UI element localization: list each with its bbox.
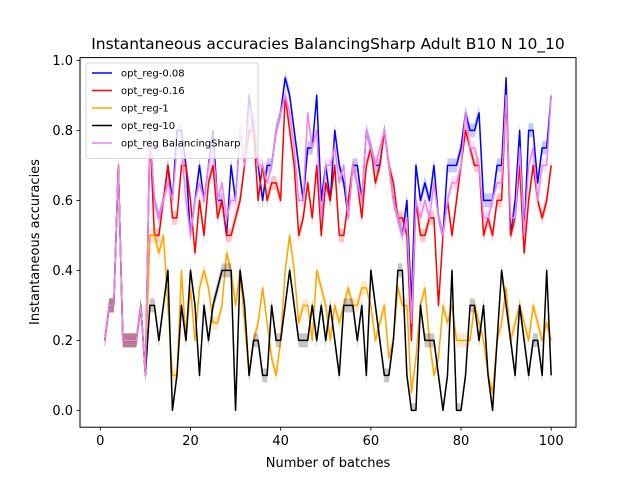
legend-box bbox=[85, 62, 259, 159]
x-tick-label: 20 bbox=[182, 434, 199, 449]
y-axis: 0.0 0.2 0.4 0.6 0.8 1.0 bbox=[52, 54, 80, 419]
series-1 bbox=[104, 88, 552, 383]
legend: opt_reg-0.08 opt_reg-0.16 opt_reg-1 opt_reg… bbox=[85, 62, 259, 159]
x-axis-title: Number of batches bbox=[266, 456, 391, 471]
y-tick-label: 0.0 bbox=[52, 404, 73, 419]
y-tick-label: 0.6 bbox=[52, 194, 73, 209]
legend-label: opt_reg-10 bbox=[121, 121, 175, 132]
y-tick-label: 0.8 bbox=[52, 124, 73, 139]
x-tick-label: 40 bbox=[272, 434, 289, 449]
legend-label: opt_reg BalancingSharp bbox=[121, 139, 240, 150]
legend-label: opt_reg-0.16 bbox=[121, 86, 185, 97]
x-tick-label: 100 bbox=[539, 434, 564, 449]
y-tick-label: 0.4 bbox=[52, 264, 73, 279]
series-line-3 bbox=[104, 164, 552, 412]
plot-frame bbox=[79, 57, 577, 428]
legend-label: opt_reg-1 bbox=[121, 104, 169, 115]
series-3 bbox=[104, 158, 552, 412]
y-tick-label: 0.2 bbox=[52, 334, 73, 349]
x-tick-label: 60 bbox=[363, 434, 380, 449]
x-axis: 0 20 40 60 80 100 bbox=[96, 427, 564, 449]
chart-title: Instantaneous accuracies BalancingSharp … bbox=[91, 35, 565, 54]
series-line-1 bbox=[104, 94, 552, 377]
x-tick-label: 80 bbox=[453, 434, 470, 449]
y-axis-title: Instantaneous accuracies bbox=[28, 159, 43, 325]
legend-label: opt_reg-0.08 bbox=[121, 69, 185, 80]
y-tick-label: 1.0 bbox=[52, 54, 73, 69]
x-tick-label: 0 bbox=[96, 434, 104, 449]
